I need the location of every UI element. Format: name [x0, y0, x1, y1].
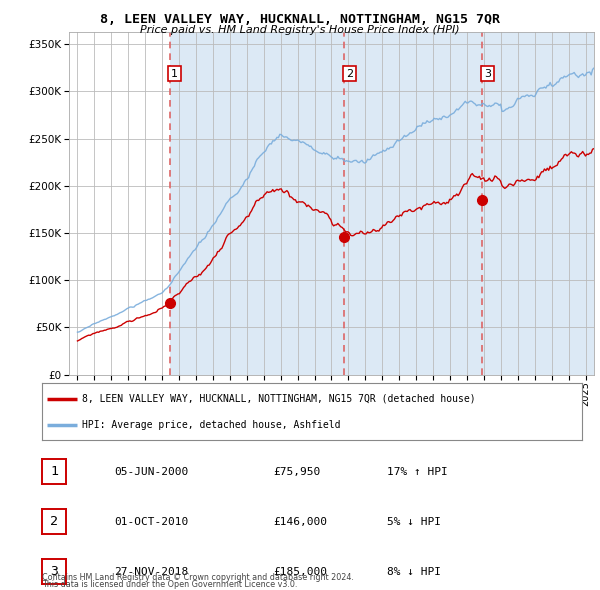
- Text: £146,000: £146,000: [273, 517, 327, 527]
- Text: 05-JUN-2000: 05-JUN-2000: [114, 467, 188, 477]
- Text: 1: 1: [171, 68, 178, 78]
- Text: £185,000: £185,000: [273, 568, 327, 577]
- Text: 2: 2: [50, 515, 58, 528]
- Text: 17% ↑ HPI: 17% ↑ HPI: [387, 467, 448, 477]
- Text: HPI: Average price, detached house, Ashfield: HPI: Average price, detached house, Ashf…: [83, 421, 341, 430]
- Text: 8, LEEN VALLEY WAY, HUCKNALL, NOTTINGHAM, NG15 7QR (detached house): 8, LEEN VALLEY WAY, HUCKNALL, NOTTINGHAM…: [83, 394, 476, 404]
- Text: Contains HM Land Registry data © Crown copyright and database right 2024.: Contains HM Land Registry data © Crown c…: [42, 573, 354, 582]
- Text: 01-OCT-2010: 01-OCT-2010: [114, 517, 188, 527]
- Text: 3: 3: [484, 68, 491, 78]
- Text: 5% ↓ HPI: 5% ↓ HPI: [387, 517, 441, 527]
- Text: This data is licensed under the Open Government Licence v3.0.: This data is licensed under the Open Gov…: [42, 580, 298, 589]
- Text: Price paid vs. HM Land Registry's House Price Index (HPI): Price paid vs. HM Land Registry's House …: [140, 25, 460, 35]
- Text: £75,950: £75,950: [273, 467, 320, 477]
- Text: 27-NOV-2018: 27-NOV-2018: [114, 568, 188, 577]
- Text: 2: 2: [346, 68, 353, 78]
- Text: 1: 1: [50, 465, 58, 478]
- Bar: [69, 32, 170, 375]
- Text: 8, LEEN VALLEY WAY, HUCKNALL, NOTTINGHAM, NG15 7QR: 8, LEEN VALLEY WAY, HUCKNALL, NOTTINGHAM…: [100, 13, 500, 26]
- Text: 3: 3: [50, 565, 58, 578]
- Text: 8% ↓ HPI: 8% ↓ HPI: [387, 568, 441, 577]
